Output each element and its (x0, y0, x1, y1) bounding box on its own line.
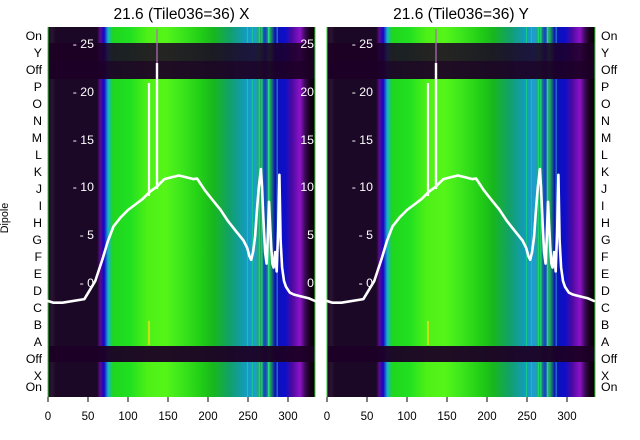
svg-text:I: I (601, 199, 604, 213)
svg-text:Dipole: Dipole (0, 203, 11, 234)
svg-text:On: On (601, 380, 618, 394)
svg-text:- 25: - 25 (73, 37, 94, 51)
svg-text:0: 0 (307, 276, 314, 290)
svg-text:- 5: - 5 (80, 228, 95, 242)
svg-text:L: L (601, 148, 608, 162)
svg-text:- 5: - 5 (359, 228, 374, 242)
svg-text:H: H (33, 216, 42, 230)
svg-text:E: E (34, 267, 42, 281)
svg-text:On: On (26, 380, 43, 394)
svg-text:20: 20 (300, 85, 314, 99)
svg-text:200: 200 (477, 411, 496, 423)
svg-text:- 15: - 15 (352, 133, 373, 147)
svg-text:N: N (601, 114, 610, 128)
svg-text:B: B (34, 318, 42, 332)
svg-text:H: H (601, 216, 610, 230)
svg-text:M: M (32, 131, 42, 145)
svg-text:C: C (601, 301, 610, 315)
svg-text:- 20: - 20 (352, 85, 373, 99)
svg-text:100: 100 (397, 411, 416, 423)
svg-text:50: 50 (361, 411, 374, 423)
svg-text:Y: Y (34, 46, 42, 60)
svg-text:150: 150 (158, 411, 177, 423)
svg-text:D: D (601, 284, 610, 298)
svg-text:I: I (39, 199, 42, 213)
svg-text:K: K (34, 165, 43, 179)
svg-text:- 20: - 20 (73, 85, 94, 99)
svg-text:- 10: - 10 (352, 180, 373, 194)
svg-text:E: E (601, 267, 609, 281)
svg-text:200: 200 (198, 411, 217, 423)
svg-text:0: 0 (324, 411, 330, 423)
svg-text:F: F (34, 250, 42, 264)
svg-text:J: J (601, 182, 607, 196)
svg-text:B: B (601, 318, 609, 332)
svg-text:0: 0 (45, 411, 51, 423)
svg-text:25: 25 (300, 37, 314, 51)
svg-text:- 25: - 25 (352, 37, 373, 51)
svg-text:50: 50 (82, 411, 95, 423)
svg-text:300: 300 (557, 411, 576, 423)
svg-text:250: 250 (517, 411, 536, 423)
svg-text:P: P (34, 80, 42, 94)
svg-text:Off: Off (601, 63, 618, 77)
svg-text:C: C (33, 301, 42, 315)
svg-text:Off: Off (26, 63, 43, 77)
svg-text:On: On (601, 29, 618, 43)
svg-text:A: A (34, 335, 43, 349)
svg-text:N: N (33, 114, 42, 128)
svg-text:- 15: - 15 (73, 133, 94, 147)
svg-text:Off: Off (26, 352, 43, 366)
svg-text:L: L (35, 148, 42, 162)
svg-text:Off: Off (601, 352, 618, 366)
svg-text:5: 5 (307, 228, 314, 242)
svg-text:J: J (36, 182, 42, 196)
svg-text:150: 150 (437, 411, 456, 423)
svg-text:K: K (601, 165, 610, 179)
svg-text:100: 100 (118, 411, 137, 423)
svg-text:250: 250 (238, 411, 257, 423)
svg-text:- 10: - 10 (73, 180, 94, 194)
svg-text:10: 10 (300, 180, 314, 194)
svg-text:P: P (601, 80, 609, 94)
svg-text:Y: Y (601, 46, 609, 60)
svg-text:M: M (601, 131, 611, 145)
svg-text:G: G (32, 233, 42, 247)
svg-text:300: 300 (278, 411, 297, 423)
svg-text:F: F (601, 250, 609, 264)
svg-text:G: G (601, 233, 611, 247)
svg-text:O: O (32, 97, 42, 111)
svg-text:O: O (601, 97, 611, 111)
svg-text:15: 15 (300, 133, 314, 147)
svg-text:A: A (601, 335, 610, 349)
svg-text:D: D (33, 284, 42, 298)
svg-text:On: On (26, 29, 43, 43)
